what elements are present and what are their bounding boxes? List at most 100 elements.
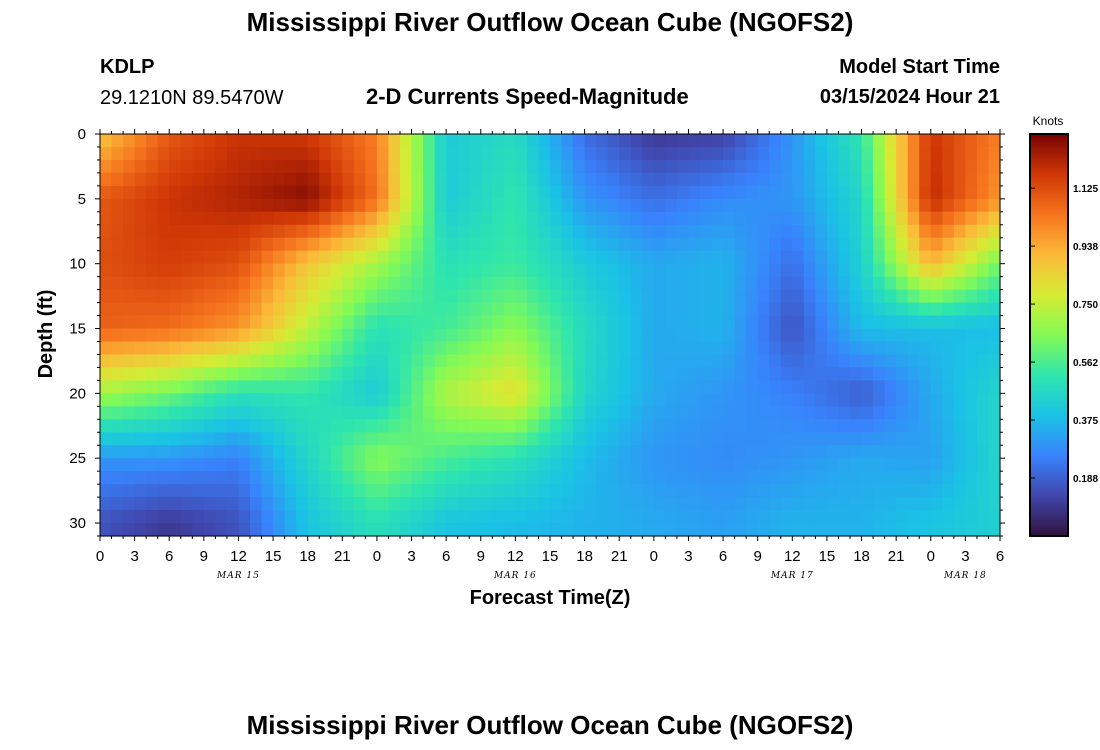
heatmap-cell [134,159,147,174]
heatmap-cell [100,211,113,226]
heatmap-cell [250,250,263,265]
heatmap-cell [630,276,643,291]
heatmap-cell [330,315,343,330]
heatmap-cell [492,471,505,485]
heatmap-cell [942,315,955,330]
heatmap-cell [169,185,182,200]
heatmap-cell [469,445,482,459]
heatmap-cell [861,302,874,317]
heatmap-cell [492,367,505,381]
heatmap-cell [400,471,413,485]
heatmap-cell [111,302,124,317]
heatmap-cell [100,484,113,498]
heatmap-cell [573,276,586,291]
heatmap-cell [965,354,978,369]
heatmap-cell [169,367,182,381]
heatmap-cell [261,445,274,459]
heatmap-cell [953,367,966,381]
heatmap-cell [146,172,159,187]
heatmap-cell [873,432,886,446]
heatmap-cell [469,159,482,174]
heatmap-cell [653,328,666,343]
heatmap-cell [376,406,390,420]
heatmap-cell [780,302,793,317]
heatmap-cell [953,224,966,239]
heatmap-cell [123,380,136,394]
heatmap-cell [411,367,424,381]
colorbar-segment [1030,451,1068,455]
heatmap-cell [584,134,597,148]
colorbar-segment [1030,200,1068,203]
heatmap-cell [157,289,170,304]
heatmap-cell [457,393,470,407]
heatmap-cell [965,484,978,498]
colorbar-segment [1030,182,1068,185]
heatmap-cell [353,185,366,200]
colorbar-segment [1030,345,1068,348]
heatmap-cell [319,134,332,148]
heatmap-cell [757,146,770,161]
heatmap-cell [861,510,874,524]
heatmap-cell [365,211,378,226]
heatmap-cell [769,250,782,265]
heatmap-cell [111,328,124,343]
heatmap-cell [250,328,263,343]
heatmap-cell [757,367,770,381]
heatmap-cell [296,406,309,420]
heatmap-cell [584,471,597,485]
heatmap-cell [469,134,482,148]
heatmap-cell [296,497,309,511]
heatmap-cell [123,497,136,511]
heatmap-cell [780,198,793,213]
heatmap-cell [284,198,297,213]
heatmap-cell [134,523,147,537]
heatmap-cell [596,172,609,187]
heatmap-cell [400,134,413,148]
heatmap-cell [653,263,666,278]
heatmap-cell [261,393,274,407]
heatmap-cell [850,419,863,433]
heatmap-cell [550,510,563,524]
heatmap-cell [388,419,401,433]
heatmap-cell [896,523,909,537]
heatmap-cell [550,406,563,420]
heatmap-cell [423,367,436,381]
heatmap-cell [734,432,747,446]
colorbar-segment [1030,463,1068,467]
heatmap-cell [538,211,551,226]
heatmap-cell [526,406,540,420]
heatmap-cell [526,198,540,213]
heatmap-cell [400,406,413,420]
heatmap-cell [492,224,505,239]
heatmap-cell [388,458,401,472]
heatmap-cell [953,250,966,265]
heatmap-cell [665,237,678,252]
heatmap-cell [850,263,863,278]
heatmap-cell [861,393,874,407]
heatmap-cell [976,445,990,459]
colorbar-tick-label: 0.188 [1073,474,1098,485]
heatmap-cell [896,393,909,407]
heatmap-cell [757,419,770,433]
heatmap-cell [123,354,136,369]
heatmap-cell [388,328,401,343]
heatmap-cell [584,393,597,407]
heatmap-cell [873,471,886,485]
heatmap-cell [953,484,966,498]
heatmap-cell [526,250,540,265]
heatmap-cell [215,471,228,485]
heatmap-cell [296,159,309,174]
heatmap-cell [838,198,851,213]
heatmap-cell [330,198,343,213]
heatmap-cell [896,224,909,239]
colorbar-segment [1030,405,1068,408]
heatmap-cell [596,146,609,161]
heatmap-cell [342,432,355,446]
x-tick-label: 15 [265,548,282,565]
heatmap-cell [792,380,805,394]
heatmap-cell [665,159,678,174]
heatmap-cell [619,198,632,213]
heatmap-cell [907,432,920,446]
heatmap-cell [423,185,436,200]
heatmap-cell [296,172,309,187]
